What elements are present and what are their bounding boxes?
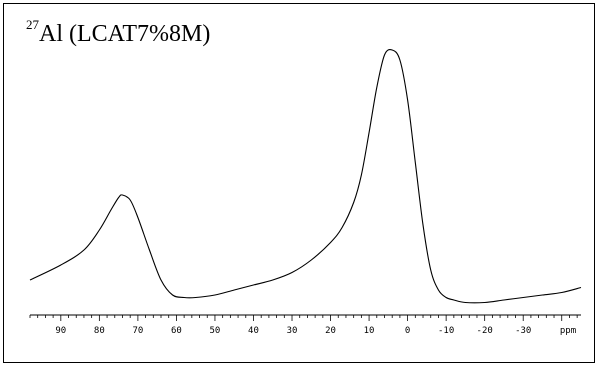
x-tick-label: -20 [477,326,493,336]
x-tick-label: 80 [94,326,105,336]
spectrum-line [29,49,582,304]
x-tick-label: 90 [55,326,66,336]
x-tick-label: -30 [515,326,531,336]
x-tick-label: 50 [210,326,221,336]
x-axis-unit-label: ppm [560,326,576,336]
x-tick-label: 0 [405,326,410,336]
x-axis-tick-labels: 90 80 70 60 50 40 30 20 10 0 -10 -20 -30 [55,326,531,336]
x-tick-label: 20 [325,326,336,336]
x-tick-label: 10 [364,326,375,336]
x-axis-ticks [29,315,578,321]
x-tick-label: 30 [287,326,298,336]
x-tick-label: 70 [132,326,143,336]
chart-frame [3,3,595,363]
x-tick-label: -10 [438,326,454,336]
x-tick-label: 40 [248,326,259,336]
chart-title: 27Al (LCAT7%8M) [26,17,211,48]
x-tick-label: 60 [171,326,182,336]
chart-title-text: Al (LCAT7%8M) [39,21,211,47]
isotope-mass-number: 27 [26,17,39,32]
